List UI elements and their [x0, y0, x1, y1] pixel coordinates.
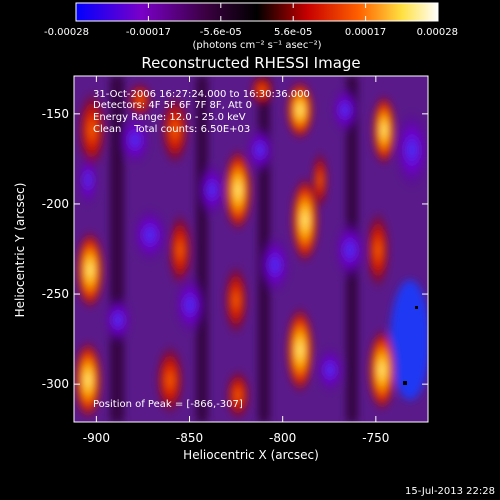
colorbar-tick-label: -5.6e-05 — [200, 27, 242, 38]
colorbar-tick-label: -0.00017 — [126, 27, 171, 38]
plot-frame — [73, 75, 429, 423]
x-axis-ticks: -900 -850 -800 -750 — [83, 76, 389, 445]
y-tick-label: -150 — [42, 107, 69, 121]
colorbar-ticks — [75, 3, 439, 21]
colorbar-tick-label: 5.6e-05 — [274, 27, 312, 38]
observation-info: 31-Oct-2006 16:27:24.000 to 16:30:36.000… — [93, 89, 310, 135]
y-axis-label: Heliocentric Y (arcsec) — [13, 183, 27, 318]
x-tick-label: -850 — [176, 431, 203, 445]
x-tick-label: -750 — [362, 431, 389, 445]
colorbar-tick-label: 0.00017 — [345, 27, 386, 38]
peak-position-label: Position of Peak = [-866,-307] — [93, 399, 243, 410]
x-tick-label: -900 — [83, 431, 110, 445]
info-energy-range: Energy Range: 12.0 - 25.0 keV — [93, 112, 246, 123]
marker-dot — [403, 381, 407, 385]
heatmap-image — [74, 76, 428, 422]
y-tick-label: -200 — [42, 197, 69, 211]
info-time-range: 31-Oct-2006 16:27:24.000 to 16:30:36.000 — [93, 89, 310, 100]
x-tick-label: -800 — [269, 431, 296, 445]
x-axis-label: Heliocentric X (arcsec) — [183, 448, 319, 462]
colorbar-tick-label: -0.00028 — [44, 27, 89, 38]
info-detectors: Detectors: 4F 5F 6F 7F 8F, Att 0 — [93, 100, 252, 111]
y-axis-ticks: -150 -200 -250 -300 — [42, 107, 428, 391]
info-counts: Clean Total counts: 6.50E+03 — [93, 124, 250, 135]
colorbar — [75, 2, 439, 22]
colorbar-tick-labels: -0.00028 -0.00017 -5.6e-05 5.6e-05 0.00017 0.… — [44, 27, 458, 38]
footer-date: 15-Jul-2013 22:28 — [405, 486, 495, 497]
y-tick-label: -250 — [42, 287, 69, 301]
colorbar-tick-label: 0.00028 — [417, 27, 458, 38]
marker-dot — [415, 306, 418, 309]
y-tick-label: -300 — [42, 377, 69, 391]
chart-title: Reconstructed RHESSI Image — [141, 54, 360, 72]
colorbar-unit-label: (photons cm⁻² s⁻¹ asec⁻²) — [192, 40, 321, 51]
